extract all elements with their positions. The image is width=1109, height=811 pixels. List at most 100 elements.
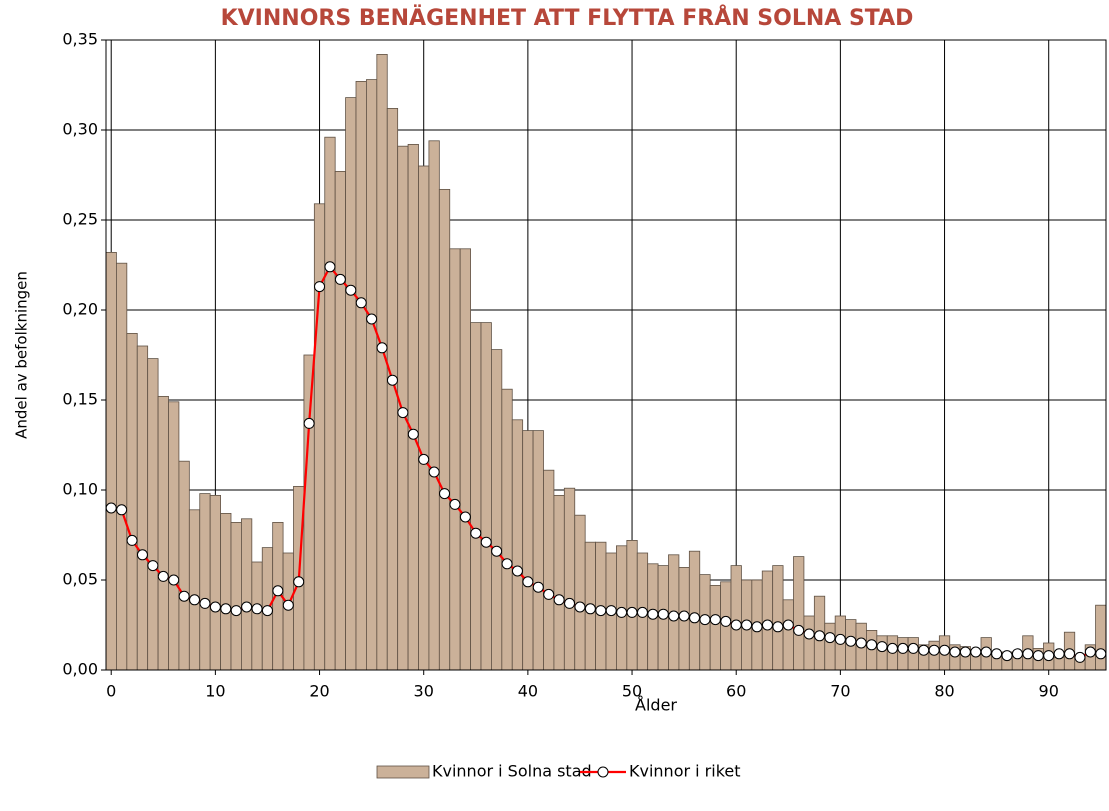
bar <box>136 345 149 671</box>
line-marker <box>1001 650 1013 662</box>
y-tick-label: 0,10 <box>62 480 98 499</box>
line-marker <box>418 453 430 465</box>
line-marker <box>730 619 742 631</box>
bar <box>730 565 742 671</box>
line-marker <box>928 644 940 656</box>
bar <box>449 248 461 671</box>
x-tick-label: 20 <box>309 682 329 701</box>
line-marker <box>522 576 534 588</box>
x-tick-label: 70 <box>830 682 850 701</box>
line-marker <box>189 594 201 606</box>
line-marker <box>897 642 909 654</box>
line-marker <box>491 545 503 557</box>
bar <box>522 430 534 671</box>
line-marker <box>209 601 221 613</box>
y-tick-label: 0,15 <box>62 390 98 409</box>
line-marker <box>147 560 159 572</box>
line-marker <box>553 594 565 606</box>
line-marker <box>845 635 857 647</box>
bar <box>438 188 451 671</box>
bar <box>188 509 201 671</box>
line-marker <box>970 646 982 658</box>
line-marker <box>282 599 294 611</box>
line-marker <box>220 603 232 615</box>
line-marker <box>834 633 846 645</box>
line-marker <box>699 614 711 626</box>
line-marker <box>772 621 784 633</box>
bar <box>772 565 784 671</box>
line-marker <box>366 313 378 325</box>
y-axis-label: Andel av befolkningen <box>13 271 31 439</box>
line-marker <box>793 624 805 636</box>
line-marker <box>626 606 638 618</box>
line-marker <box>449 498 461 510</box>
line-marker <box>991 648 1003 660</box>
line-marker <box>1011 648 1023 660</box>
line-marker <box>647 608 659 620</box>
bar <box>324 136 336 671</box>
line-marker <box>959 646 971 658</box>
legend-label: Kvinnor i riket <box>629 762 741 781</box>
line-marker <box>741 619 753 631</box>
x-tick-label: 10 <box>205 682 225 701</box>
bar <box>303 354 315 671</box>
bar <box>126 332 138 671</box>
x-tick-label: 40 <box>518 682 538 701</box>
bar <box>688 550 701 671</box>
line-marker <box>501 558 513 570</box>
bar <box>1095 604 1107 671</box>
bar <box>355 81 367 671</box>
line-marker <box>241 601 253 613</box>
line-marker <box>616 606 628 618</box>
bar <box>480 322 492 671</box>
line-marker <box>459 511 471 523</box>
bar <box>782 599 794 671</box>
y-tick-label: 0,05 <box>62 570 98 589</box>
line-marker <box>866 639 878 651</box>
y-tick-label: 0,20 <box>62 300 98 319</box>
bar <box>116 262 128 671</box>
x-tick-label: 30 <box>414 682 434 701</box>
line-marker <box>178 590 190 602</box>
line-marker <box>251 603 263 615</box>
line-marker <box>428 466 440 478</box>
line-marker <box>439 488 451 500</box>
bar <box>491 349 503 671</box>
bar <box>543 469 555 671</box>
line-marker <box>397 407 409 419</box>
line-marker <box>376 342 388 354</box>
line-marker <box>1043 650 1055 662</box>
y-tick-label: 0,30 <box>62 120 98 139</box>
line-marker <box>543 588 555 600</box>
line-marker <box>814 630 826 642</box>
line-marker <box>511 565 523 577</box>
bar <box>501 388 513 671</box>
chart-title: KVINNORS BENÄGENHET ATT FLYTTA FRÅN SOLN… <box>221 5 914 31</box>
line-marker <box>803 628 815 640</box>
bar <box>157 395 169 671</box>
line-marker <box>293 576 305 588</box>
bar <box>168 401 180 671</box>
line-marker <box>1064 648 1076 660</box>
line-marker <box>595 605 607 617</box>
plot-border <box>105 39 1107 671</box>
line-marker <box>1084 646 1096 658</box>
line-marker <box>480 536 492 548</box>
bar <box>282 552 294 671</box>
bar <box>511 419 524 671</box>
line-marker <box>949 646 961 658</box>
line-marker <box>824 632 836 644</box>
bar <box>199 493 211 671</box>
line-marker <box>1074 651 1086 663</box>
line-marker <box>136 549 148 561</box>
x-tick-label: 50 <box>622 682 642 701</box>
bar <box>105 251 117 671</box>
line-marker <box>272 585 284 597</box>
line-marker <box>709 614 721 626</box>
x-tick-label: 90 <box>1039 682 1059 701</box>
bar <box>428 140 440 671</box>
legend-swatch <box>597 766 609 778</box>
bar <box>459 248 471 671</box>
bar <box>793 556 805 671</box>
